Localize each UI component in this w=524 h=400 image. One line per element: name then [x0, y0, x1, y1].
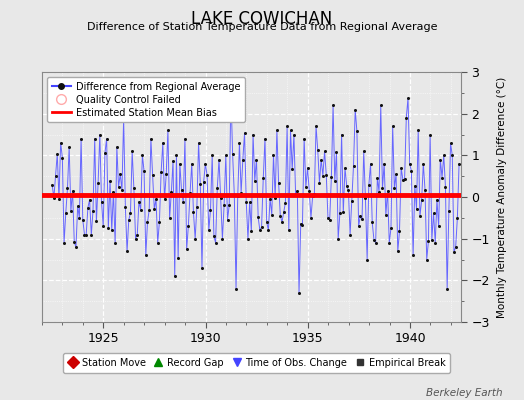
Text: LAKE COWICHAN: LAKE COWICHAN	[191, 10, 333, 28]
Text: Difference of Station Temperature Data from Regional Average: Difference of Station Temperature Data f…	[87, 22, 437, 32]
Legend: Station Move, Record Gap, Time of Obs. Change, Empirical Break: Station Move, Record Gap, Time of Obs. C…	[63, 353, 450, 372]
Legend: Difference from Regional Average, Quality Control Failed, Estimated Station Mean: Difference from Regional Average, Qualit…	[47, 77, 245, 122]
Text: Berkeley Earth: Berkeley Earth	[427, 388, 503, 398]
Y-axis label: Monthly Temperature Anomaly Difference (°C): Monthly Temperature Anomaly Difference (…	[497, 76, 507, 318]
